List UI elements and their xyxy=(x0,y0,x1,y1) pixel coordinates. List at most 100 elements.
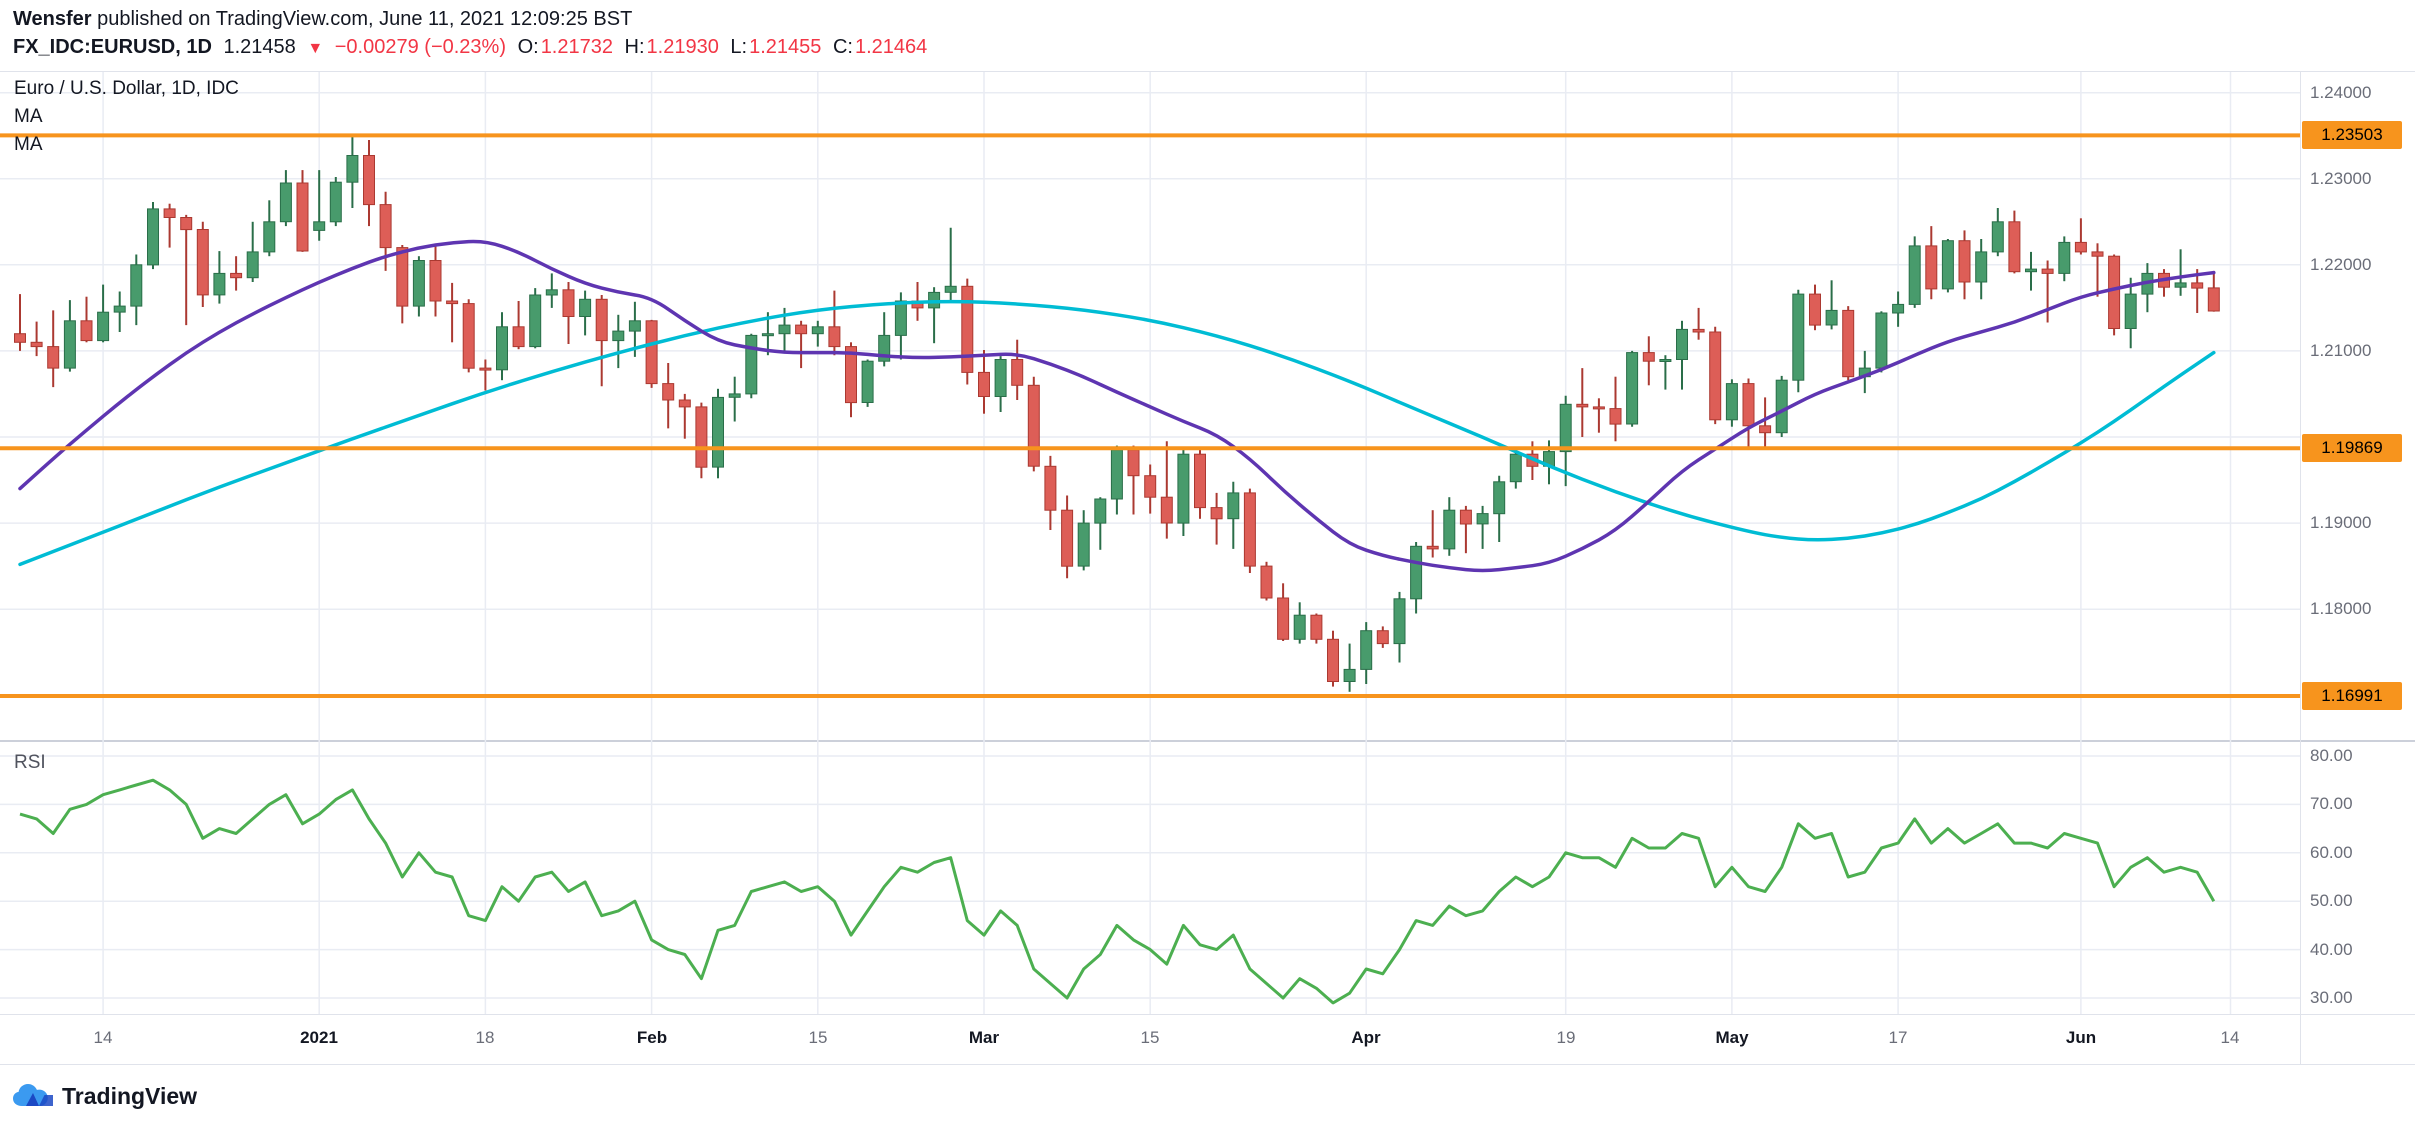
candle-body xyxy=(1725,383,1738,421)
candle-body xyxy=(446,300,459,305)
candle-body xyxy=(1742,383,1755,427)
time-axis-label: 14 xyxy=(2220,1028,2240,1047)
candle-body xyxy=(778,324,791,335)
candle-body xyxy=(2074,241,2087,253)
candle-body xyxy=(645,320,658,385)
rsi-axis-label: 70.00 xyxy=(2310,794,2353,813)
price-level-badge: 1.23503 xyxy=(2302,121,2402,149)
candle-body xyxy=(579,298,592,317)
candle-body xyxy=(496,326,508,371)
candle-body xyxy=(1144,475,1157,498)
price-axis-label: 1.22000 xyxy=(2310,255,2372,274)
candle-body xyxy=(1277,597,1290,640)
ma-legend-2[interactable]: MA xyxy=(14,134,43,155)
candle-body xyxy=(1941,240,1954,290)
price-axis-label: 1.23000 xyxy=(2310,169,2372,188)
price-axis-border xyxy=(2300,72,2301,1064)
candle-body xyxy=(2058,241,2071,274)
last-price: 1.21458 xyxy=(223,36,296,58)
author-name: Wensfer xyxy=(13,8,92,30)
candle-body xyxy=(80,320,93,342)
publish-info: Wensfer published on TradingView.com, Ju… xyxy=(13,8,632,31)
symbol-info-bar: FX_IDC:EURUSD, 1D 1.21458 ▼ −0.00279 (−0… xyxy=(13,36,933,59)
candle-body xyxy=(745,334,758,395)
candle-body xyxy=(1908,245,1921,305)
candle-body xyxy=(1759,425,1772,434)
candle-body xyxy=(2025,268,2037,273)
candle-body xyxy=(828,326,841,348)
candle-body xyxy=(1077,522,1090,567)
time-axis-label: 15 xyxy=(1140,1028,1160,1047)
candle-body xyxy=(462,303,475,369)
candle-body xyxy=(1576,403,1589,408)
rsi-axis-label: 50.00 xyxy=(2310,891,2353,910)
candle-body xyxy=(396,247,409,307)
candle-body xyxy=(263,221,276,253)
candle-body xyxy=(1991,221,2004,253)
candle-body xyxy=(612,330,625,342)
time-axis-label: 17 xyxy=(1888,1028,1908,1047)
candle-body xyxy=(961,285,974,373)
candle-body xyxy=(1293,614,1306,640)
candle-body xyxy=(1160,496,1173,524)
price-level-badge: 1.16991 xyxy=(2302,682,2402,710)
candle-body xyxy=(944,285,957,293)
candle-body xyxy=(1809,293,1821,326)
candle-body xyxy=(1925,245,1938,290)
candle-body xyxy=(1227,492,1240,520)
pane-resize-handle[interactable] xyxy=(0,740,2415,742)
candle-body xyxy=(1044,465,1057,511)
candle-body xyxy=(346,155,359,183)
candle-body xyxy=(1393,598,1406,645)
candle-body xyxy=(2041,268,2054,274)
candle-body xyxy=(1842,309,1855,378)
candle-body xyxy=(279,182,292,223)
candle-body xyxy=(1559,403,1572,453)
rsi-legend[interactable]: RSI xyxy=(14,752,46,773)
time-axis-label: 18 xyxy=(475,1028,495,1047)
candle-body xyxy=(1459,509,1472,525)
price-axis-label: 1.18000 xyxy=(2310,599,2372,618)
candle-body xyxy=(1410,545,1423,600)
candle-body xyxy=(1094,498,1107,524)
chart-title[interactable]: Euro / U.S. Dollar, 1D, IDC xyxy=(14,78,239,99)
candle-body xyxy=(1892,303,1905,314)
candle-body xyxy=(213,272,226,296)
time-axis-label: Feb xyxy=(636,1028,668,1047)
candle-body xyxy=(529,294,542,348)
open-value: 1.21732 xyxy=(540,36,613,58)
price-axis-label: 1.21000 xyxy=(2310,341,2372,360)
candle-body xyxy=(761,333,774,337)
candle-body xyxy=(712,396,724,468)
candle-body xyxy=(230,272,243,279)
candle-body xyxy=(1592,406,1605,410)
candle-body xyxy=(1310,614,1323,640)
candle-body xyxy=(978,371,990,397)
symbol-name[interactable]: FX_IDC:EURUSD, 1D xyxy=(13,36,212,58)
candle-body xyxy=(795,324,808,335)
tradingview-logo-text: TradingView xyxy=(62,1082,198,1109)
candle-body xyxy=(1426,545,1439,550)
chart-top-border xyxy=(0,71,2415,72)
tradingview-logo[interactable]: TradingView xyxy=(12,1082,197,1110)
price-axis-label: 1.24000 xyxy=(2310,83,2372,102)
candle-body xyxy=(1343,668,1356,683)
candle-body xyxy=(1609,408,1622,425)
candle-body xyxy=(1327,638,1339,682)
candle-body xyxy=(678,399,691,408)
candle-body xyxy=(163,208,176,218)
tradingview-logo-icon xyxy=(13,1084,53,1106)
time-axis-label: 14 xyxy=(93,1028,113,1047)
time-axis-label: Mar xyxy=(968,1028,1000,1047)
candle-body xyxy=(2191,282,2204,289)
ma-line xyxy=(18,239,2216,573)
candle-body xyxy=(1958,240,1971,283)
candle-body xyxy=(1676,328,1688,360)
ma-line xyxy=(18,299,2216,567)
candle-body xyxy=(296,182,309,252)
candle-body xyxy=(695,406,708,468)
candle-body xyxy=(1127,449,1140,477)
ma-legend-1[interactable]: MA xyxy=(14,106,43,127)
